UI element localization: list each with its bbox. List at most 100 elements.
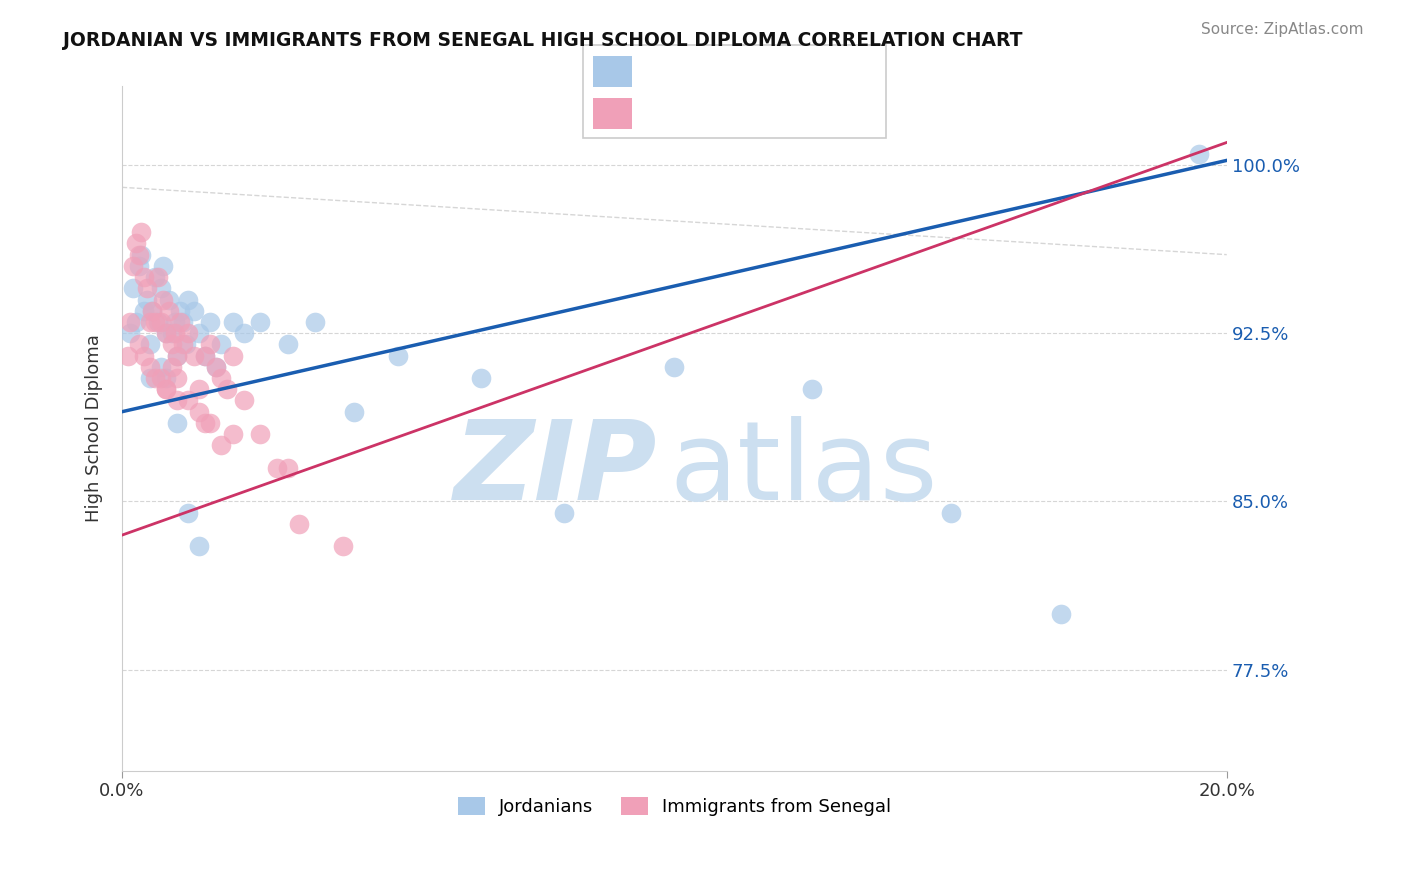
Point [141,303,163,318]
Point [134,349,156,363]
Point [155,326,177,341]
Point [232,393,254,408]
Point [160,359,183,374]
Point [174,337,197,351]
Point [155,371,177,385]
Point [143,371,166,385]
Point [343,405,366,419]
Point [664,359,686,374]
Point [553,506,575,520]
Point [387,349,409,363]
Point [166,371,188,385]
Text: JORDANIAN VS IMMIGRANTS FROM SENEGAL HIGH SCHOOL DIPLOMA CORRELATION CHART: JORDANIAN VS IMMIGRANTS FROM SENEGAL HIG… [63,31,1022,50]
Point [249,427,271,442]
Point [194,349,217,363]
Point [138,315,160,329]
Point [172,337,194,351]
Point [332,539,354,553]
Point [128,259,150,273]
Point [177,506,200,520]
Text: R = 0.316   N = 48: R = 0.316 N = 48 [644,62,844,80]
Point [120,315,142,329]
Point [183,303,205,318]
Point [122,259,145,273]
Point [1188,146,1211,161]
Point [288,516,311,531]
Point [157,303,180,318]
Point [188,326,211,341]
Point [172,315,194,329]
Point [266,460,288,475]
Y-axis label: High School Diploma: High School Diploma [86,334,103,523]
Point [277,460,299,475]
Point [143,315,166,329]
Point [131,247,153,261]
Point [163,315,186,329]
Point [149,315,172,329]
Point [134,303,156,318]
FancyBboxPatch shape [592,98,631,129]
Point [155,382,177,396]
Point [128,337,150,351]
FancyBboxPatch shape [583,45,886,138]
Point [117,349,139,363]
Point [801,382,824,396]
Legend: Jordanians, Immigrants from Senegal: Jordanians, Immigrants from Senegal [450,789,898,823]
Point [205,359,228,374]
Point [135,293,157,307]
Point [194,349,217,363]
Point [134,270,156,285]
Point [149,371,172,385]
Point [169,315,191,329]
Text: atlas: atlas [669,416,938,523]
Point [232,326,254,341]
Point [1050,607,1073,621]
Point [194,416,217,430]
Point [211,371,233,385]
Point [149,359,172,374]
Point [128,247,150,261]
Point [939,506,962,520]
Point [163,326,186,341]
Point [200,315,222,329]
Point [215,382,238,396]
Point [205,359,228,374]
FancyBboxPatch shape [592,56,631,87]
Point [188,539,211,553]
Point [138,337,160,351]
Point [138,371,160,385]
Point [143,270,166,285]
Point [152,259,174,273]
Point [157,293,180,307]
Text: ZIP: ZIP [454,416,658,523]
Point [131,225,153,239]
Point [155,326,177,341]
Point [141,303,163,318]
Point [200,416,222,430]
Point [200,337,222,351]
Point [138,359,160,374]
Point [221,349,243,363]
Point [146,315,169,329]
Point [125,236,148,251]
Point [169,303,191,318]
Text: Source: ZipAtlas.com: Source: ZipAtlas.com [1201,22,1364,37]
Point [125,315,148,329]
Point [160,337,183,351]
Point [120,326,142,341]
Point [177,393,200,408]
Point [249,315,271,329]
Point [211,438,233,452]
Point [166,393,188,408]
Text: R = 0.372   N = 52: R = 0.372 N = 52 [644,103,844,122]
Point [188,382,211,396]
Point [146,270,169,285]
Point [122,281,145,295]
Point [183,349,205,363]
Point [149,281,172,295]
Point [177,293,200,307]
Point [166,349,188,363]
Point [166,349,188,363]
Point [277,337,299,351]
Point [166,416,188,430]
